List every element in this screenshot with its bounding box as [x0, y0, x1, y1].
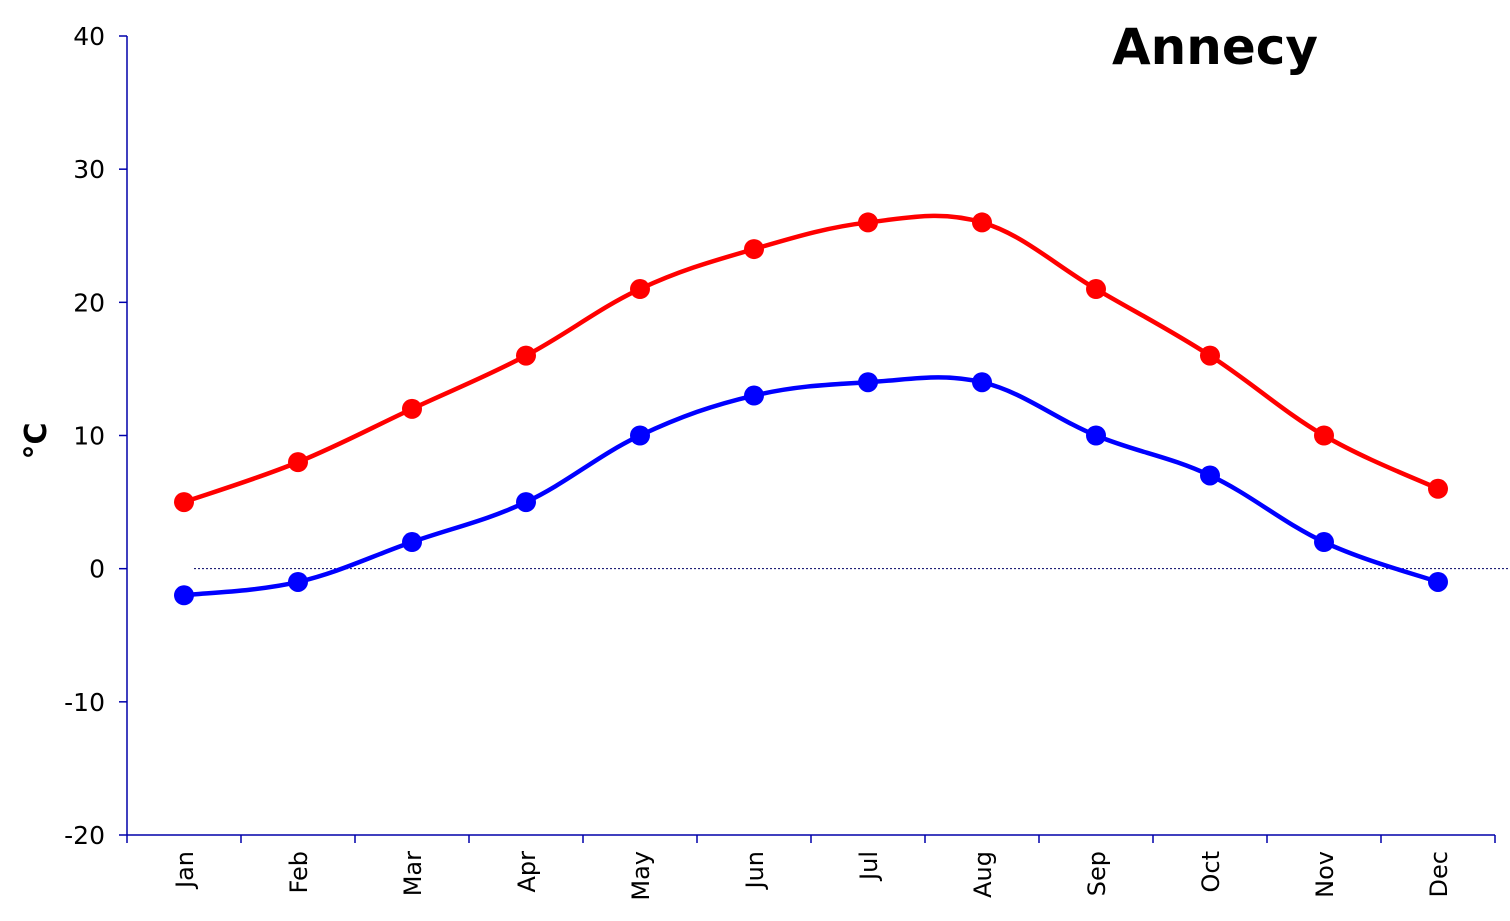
- axis-ticks: 40 30 20 10 0 -10 -20 Jan Feb Mar Apr May Jun Jul Aug S…: [64, 22, 1496, 901]
- data-point: [858, 212, 878, 233]
- data-point: [1086, 425, 1106, 446]
- data-point: [972, 212, 992, 233]
- data-point: [516, 345, 536, 366]
- series-line: [181, 375, 1441, 598]
- data-point: [516, 492, 536, 513]
- data-point: [744, 385, 764, 406]
- x-tick-label: Jul: [855, 851, 883, 882]
- series-low-temperature: [174, 372, 1448, 606]
- x-tick-label: Sep: [1083, 851, 1111, 896]
- data-point: [402, 532, 422, 553]
- data-point: [174, 492, 194, 513]
- series-high-temperature: [174, 212, 1448, 513]
- data-point: [858, 372, 878, 393]
- x-tick-label: Nov: [1311, 851, 1339, 898]
- x-tick-label: Feb: [285, 851, 313, 894]
- chart-title: Annecy: [1112, 18, 1318, 76]
- data-point: [174, 585, 194, 606]
- data-point: [288, 571, 308, 592]
- x-tick-label: Apr: [513, 851, 541, 893]
- x-tick-label: May: [627, 851, 655, 901]
- data-point: [402, 398, 422, 419]
- data-point: [1314, 425, 1334, 446]
- y-tick-label: 0: [89, 555, 105, 584]
- y-axis-title: °C: [19, 422, 54, 459]
- y-tick-label: 20: [73, 288, 105, 317]
- data-series: [174, 212, 1448, 606]
- data-point: [972, 372, 992, 393]
- y-tick-label: 30: [73, 155, 105, 184]
- data-point: [1428, 571, 1448, 592]
- data-point: [630, 279, 650, 300]
- data-point: [1086, 279, 1106, 300]
- y-tick-label: 40: [73, 22, 105, 51]
- x-tick-label: Jan: [171, 851, 199, 890]
- y-tick-label: 10: [73, 422, 105, 451]
- y-tick-label: -20: [64, 821, 105, 850]
- x-tick-label: Jun: [741, 851, 769, 891]
- data-point: [1200, 465, 1220, 486]
- data-point: [744, 239, 764, 260]
- x-tick-label: Mar: [399, 851, 427, 896]
- y-tick-label: -10: [64, 688, 105, 717]
- x-tick-label: Aug: [969, 851, 997, 898]
- axes: [126, 36, 1510, 836]
- data-point: [1314, 532, 1334, 553]
- x-tick-label: Oct: [1197, 851, 1225, 893]
- data-point: [288, 452, 308, 473]
- series-line: [181, 213, 1441, 505]
- data-point: [1428, 478, 1448, 499]
- x-tick-label: Dec: [1425, 851, 1453, 897]
- data-point: [630, 425, 650, 446]
- data-point: [1200, 345, 1220, 366]
